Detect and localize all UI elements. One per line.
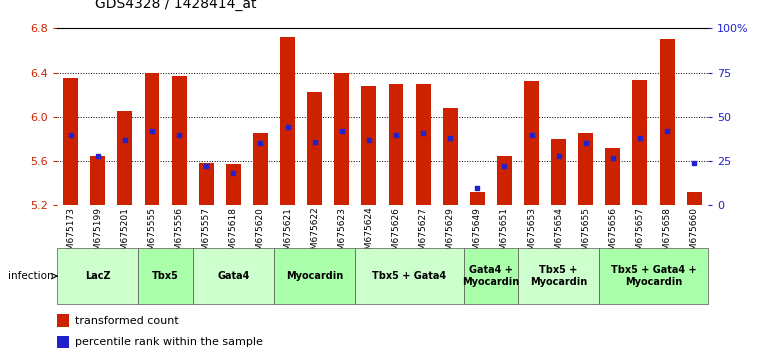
Bar	[551, 139, 566, 205]
Text: Gata4 +
Myocardin: Gata4 + Myocardin	[462, 265, 520, 287]
Point	[65, 132, 77, 137]
Text: Tbx5: Tbx5	[152, 271, 179, 281]
Bar	[361, 86, 376, 205]
Bar	[599, 248, 708, 304]
Point	[228, 171, 240, 176]
Bar	[226, 164, 240, 205]
Point	[119, 137, 131, 143]
Point	[498, 164, 511, 169]
Text: GDS4328 / 1428414_at: GDS4328 / 1428414_at	[95, 0, 256, 11]
Bar	[416, 84, 431, 205]
Point	[607, 155, 619, 160]
Bar	[57, 336, 68, 348]
Bar	[443, 108, 457, 205]
Bar	[274, 248, 355, 304]
Bar	[524, 81, 539, 205]
Bar	[355, 248, 463, 304]
Point	[173, 132, 185, 137]
Bar	[57, 248, 139, 304]
Bar	[497, 155, 512, 205]
Point	[444, 135, 457, 141]
Bar	[578, 133, 593, 205]
Text: Tbx5 + Gata4: Tbx5 + Gata4	[372, 271, 447, 281]
Bar	[172, 76, 186, 205]
Point	[200, 164, 212, 169]
Bar	[518, 248, 600, 304]
Bar	[117, 111, 132, 205]
Bar	[253, 133, 268, 205]
Bar	[389, 84, 403, 205]
Point	[363, 137, 375, 143]
Bar	[280, 37, 295, 205]
Text: transformed count: transformed count	[75, 316, 179, 326]
Bar	[63, 78, 78, 205]
Text: Tbx5 +
Myocardin: Tbx5 + Myocardin	[530, 265, 587, 287]
Bar	[199, 163, 214, 205]
Text: Gata4: Gata4	[217, 271, 250, 281]
Point	[417, 130, 429, 136]
Bar	[91, 155, 105, 205]
Text: percentile rank within the sample: percentile rank within the sample	[75, 337, 263, 347]
Bar	[632, 80, 648, 205]
Point	[552, 153, 565, 159]
Bar	[145, 73, 159, 205]
Point	[390, 132, 402, 137]
Bar	[660, 39, 674, 205]
Bar	[606, 148, 620, 205]
Text: Tbx5 + Gata4 +
Myocardin: Tbx5 + Gata4 + Myocardin	[610, 265, 696, 287]
Point	[688, 160, 700, 166]
Point	[282, 125, 294, 130]
Point	[580, 141, 592, 146]
Bar	[307, 92, 322, 205]
Bar	[463, 248, 518, 304]
Bar	[193, 248, 274, 304]
Point	[525, 132, 537, 137]
Bar	[57, 314, 68, 327]
Point	[254, 141, 266, 146]
Bar	[139, 248, 193, 304]
Text: infection: infection	[8, 271, 53, 281]
Point	[91, 153, 103, 159]
Bar	[470, 192, 485, 205]
Point	[146, 128, 158, 134]
Point	[308, 139, 320, 144]
Point	[634, 135, 646, 141]
Point	[336, 128, 348, 134]
Text: Myocardin: Myocardin	[286, 271, 343, 281]
Point	[471, 185, 483, 190]
Bar	[686, 192, 702, 205]
Text: LacZ: LacZ	[85, 271, 110, 281]
Bar	[334, 73, 349, 205]
Point	[661, 128, 673, 134]
